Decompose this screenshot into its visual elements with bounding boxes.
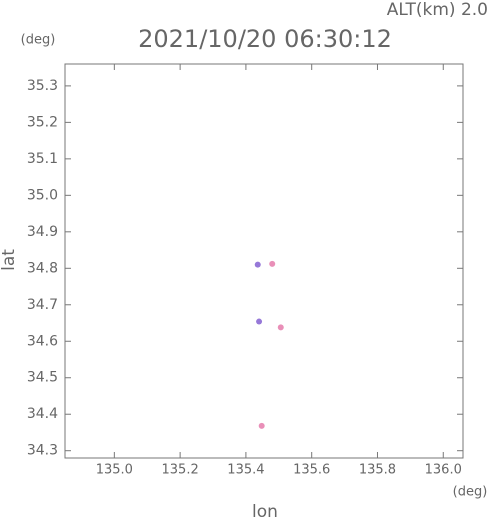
y-unit: (deg) bbox=[21, 33, 56, 48]
echo bbox=[256, 318, 263, 325]
echo bbox=[254, 261, 261, 268]
x-tick-label: 135.2 bbox=[162, 463, 199, 478]
x-tick-label: 135.4 bbox=[227, 463, 264, 478]
y-tick-label: 35.0 bbox=[27, 187, 58, 203]
y-tick-label: 35.2 bbox=[27, 114, 58, 130]
y-tick-label: 34.8 bbox=[27, 260, 58, 276]
x-tick-label: 135.8 bbox=[359, 463, 396, 478]
plot-frame bbox=[64, 63, 464, 459]
y-tick-label: 34.9 bbox=[27, 224, 58, 240]
chart-title: 2021/10/20 06:30:12 bbox=[138, 25, 392, 53]
y-label: lat bbox=[0, 249, 19, 271]
y-tick-label: 34.7 bbox=[27, 297, 58, 313]
y-tick-label: 35.1 bbox=[27, 151, 58, 167]
y-tick-label: 34.6 bbox=[27, 333, 58, 349]
echo bbox=[269, 260, 276, 267]
y-tick-label: 34.3 bbox=[27, 443, 58, 459]
y-tick-label: 34.5 bbox=[27, 370, 58, 386]
annotation: ALT(km) 2.0 bbox=[387, 0, 488, 20]
echo bbox=[277, 324, 284, 331]
y-tick-label: 35.3 bbox=[27, 78, 58, 94]
y-tick-label: 34.4 bbox=[27, 406, 58, 422]
x-label: lon bbox=[252, 502, 278, 521]
x-tick-label: 135.0 bbox=[96, 463, 133, 478]
x-tick-label: 135.6 bbox=[293, 463, 330, 478]
echo bbox=[258, 422, 265, 429]
x-unit: (deg) bbox=[453, 485, 488, 500]
x-tick-label: 136.0 bbox=[425, 463, 462, 478]
